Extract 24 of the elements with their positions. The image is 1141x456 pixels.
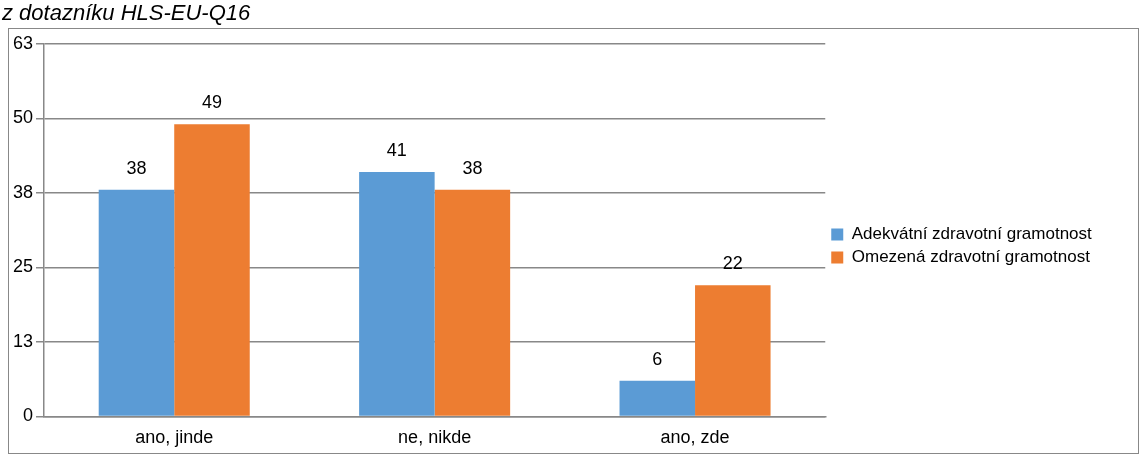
data-label: 49 xyxy=(201,92,222,113)
bar xyxy=(619,380,696,416)
x-tick-label: ano, zde xyxy=(660,427,730,448)
chart-title: z dotazníku HLS-EU-Q16 xyxy=(2,0,251,26)
y-tick-label: 38 xyxy=(12,181,34,202)
data-label: 6 xyxy=(652,348,663,369)
bar xyxy=(695,285,771,416)
legend-label: Adekvátní zdravotní gramotnost xyxy=(851,224,1093,244)
x-tick-label: ne, nikde xyxy=(398,427,472,448)
y-tick-label: 63 xyxy=(12,32,34,53)
bar xyxy=(174,124,250,416)
y-tick-label: 0 xyxy=(23,405,34,426)
bar xyxy=(434,189,511,416)
bar xyxy=(98,189,175,416)
y-tick-label: 25 xyxy=(12,256,34,277)
data-label: 41 xyxy=(386,139,407,160)
x-tick-label: ano, jinde xyxy=(135,427,214,448)
bar xyxy=(359,171,435,416)
data-label: 22 xyxy=(722,253,743,274)
y-tick-label: 13 xyxy=(12,330,34,351)
data-label: 38 xyxy=(126,157,147,178)
y-tick-label: 50 xyxy=(12,107,34,128)
legend-label: Omezená zdravotní gramotnost xyxy=(851,247,1091,267)
data-label: 38 xyxy=(462,157,483,178)
